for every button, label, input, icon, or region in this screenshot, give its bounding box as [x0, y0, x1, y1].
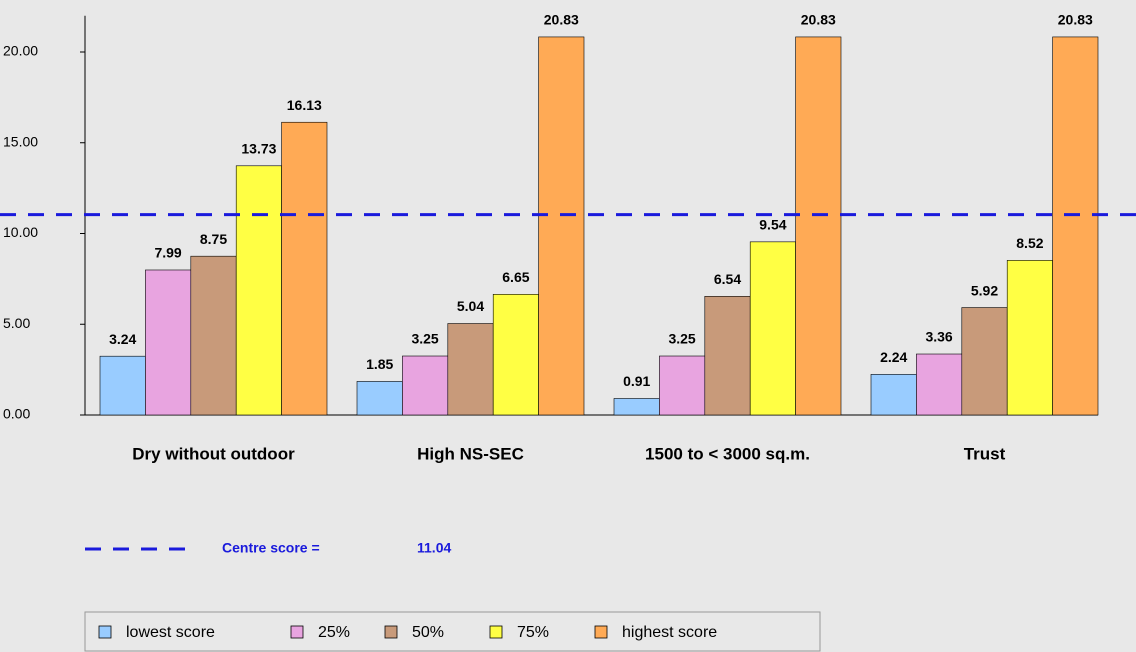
x-tick-label: High NS-SEC [417, 444, 524, 463]
bar [492, 294, 539, 416]
value-label: 6.65 [502, 269, 529, 285]
bar [1006, 260, 1053, 416]
y-tick-label: 10.00 [3, 224, 38, 240]
bar [235, 165, 282, 416]
bar [659, 355, 706, 416]
y-tick-label: 5.00 [3, 315, 30, 331]
bar [99, 355, 146, 416]
y-tick-label: 15.00 [3, 133, 38, 149]
y-tick-label: 0.00 [3, 406, 30, 422]
bar [795, 36, 842, 416]
reference-label: Centre score = [222, 540, 320, 556]
value-label: 3.25 [411, 331, 438, 347]
legend-label: highest score [622, 624, 717, 641]
reference-value: 11.04 [417, 540, 451, 556]
legend-label: 75% [517, 624, 549, 641]
legend-box [84, 611, 821, 652]
legend-swatch [594, 625, 608, 639]
bar [538, 36, 585, 416]
legend-swatch [290, 625, 304, 639]
bar [704, 295, 751, 416]
value-label: 9.54 [759, 217, 786, 233]
legend-swatch [98, 625, 112, 639]
legend-swatch [489, 625, 503, 639]
value-label: 16.13 [287, 97, 322, 113]
value-label: 8.75 [200, 231, 227, 247]
value-label: 0.91 [623, 373, 650, 389]
legend-label: 50% [412, 624, 444, 641]
bar [961, 307, 1008, 416]
bar [1052, 36, 1099, 416]
value-label: 5.04 [457, 298, 484, 314]
value-label: 1.85 [366, 356, 393, 372]
value-label: 3.24 [109, 331, 136, 347]
legend-label: 25% [318, 624, 350, 641]
bar [402, 355, 449, 416]
value-label: 3.25 [668, 331, 695, 347]
value-label: 20.83 [544, 12, 579, 28]
x-tick-label: Dry without outdoor [132, 444, 295, 463]
legend-swatch [384, 625, 398, 639]
bar [749, 241, 796, 416]
bar [190, 255, 237, 416]
value-label: 2.24 [880, 349, 907, 365]
bar [613, 398, 660, 416]
value-label: 3.36 [925, 329, 952, 345]
legend-label: lowest score [126, 624, 215, 641]
value-label: 6.54 [714, 271, 741, 287]
value-label: 20.83 [801, 12, 836, 28]
bar [870, 374, 917, 416]
bar [356, 381, 403, 416]
x-tick-label: 1500 to < 3000 sq.m. [645, 444, 810, 463]
bar [145, 269, 192, 416]
bar [447, 323, 494, 416]
value-label: 5.92 [971, 282, 998, 298]
bar [281, 121, 328, 416]
value-label: 7.99 [154, 245, 181, 261]
bar [916, 353, 963, 416]
y-tick-label: 20.00 [3, 43, 38, 59]
value-label: 8.52 [1016, 235, 1043, 251]
value-label: 20.83 [1058, 12, 1093, 28]
value-label: 13.73 [241, 141, 276, 157]
x-tick-label: Trust [964, 444, 1006, 463]
